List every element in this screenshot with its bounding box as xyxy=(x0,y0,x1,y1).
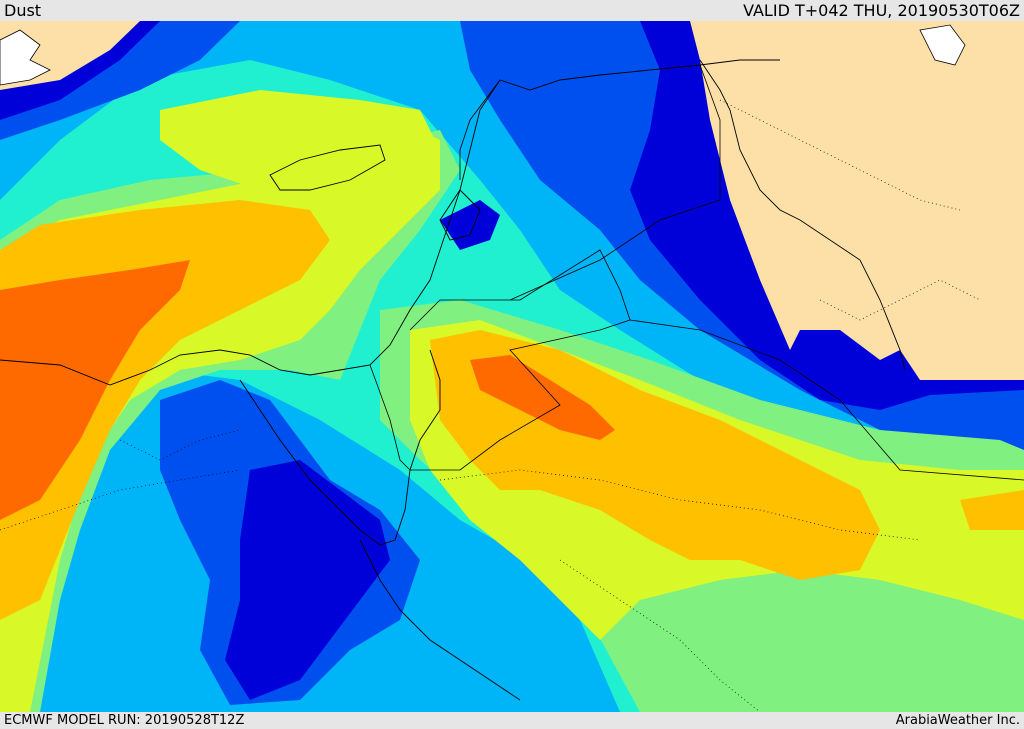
land-no-data-northeast xyxy=(690,21,1024,380)
dust-level-yellow-central xyxy=(160,90,440,200)
north-africa-levant-coast xyxy=(0,59,780,386)
island-outline-northeast xyxy=(919,24,966,66)
footer-bar: ECMWF MODEL RUN: 20190528T12Z ArabiaWeat… xyxy=(0,712,1024,729)
internal-boundaries xyxy=(0,99,981,712)
header-bar: Dust VALID T+042 THU, 20190530T06Z xyxy=(0,0,1024,21)
dust-level-amber-east-edge xyxy=(960,490,1024,530)
model-run-label: ECMWF MODEL RUN: 20190528T12Z xyxy=(4,713,245,728)
dust-level-deep-blue-cyprus-east xyxy=(440,200,500,250)
country-borders xyxy=(369,64,1024,481)
dust-forecast-map[interactable] xyxy=(0,21,1024,712)
dust-level-orange-arabia xyxy=(470,355,615,440)
cyprus-outline xyxy=(269,144,386,191)
valid-time: VALID T+042 THU, 20190530T06Z xyxy=(743,1,1020,20)
credit-label: ArabiaWeather Inc. xyxy=(895,713,1020,728)
saudi-iraq-border xyxy=(629,319,1024,481)
map-title: Dust xyxy=(4,1,42,20)
lebanon-area xyxy=(439,189,481,241)
gulf-coast xyxy=(699,59,906,371)
dust-level-deep-blue-sinai xyxy=(225,460,390,700)
island-outline-northwest xyxy=(0,29,51,86)
dust-level-orange-west xyxy=(0,260,190,520)
syria-iraq-border xyxy=(509,64,721,301)
syria-turkey-border xyxy=(459,79,501,180)
sinai-gulf-coast xyxy=(239,349,441,546)
coastlines xyxy=(0,59,906,701)
red-sea-coast xyxy=(359,539,521,701)
